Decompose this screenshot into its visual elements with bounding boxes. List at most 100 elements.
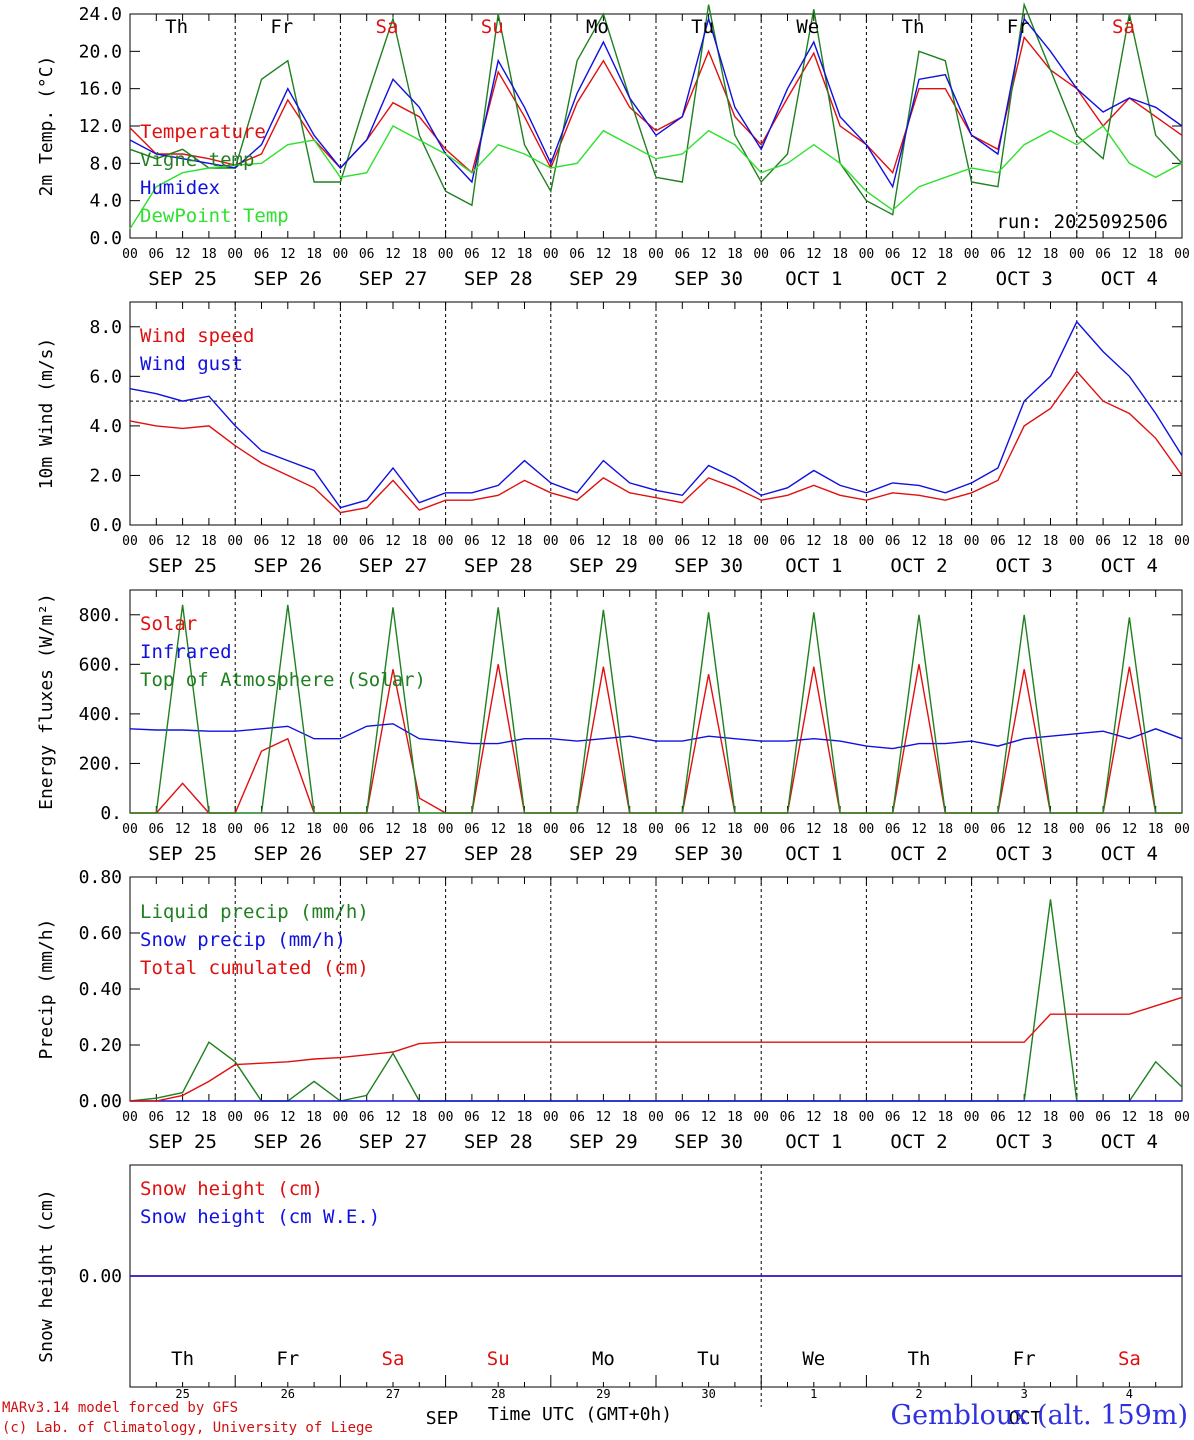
precip-series-2: [130, 996, 1183, 1102]
energy-hour-label: 12: [701, 822, 717, 837]
snow-day-number: 30: [701, 1387, 715, 1401]
precip-hour-label: 00: [122, 1110, 138, 1125]
temperature-date-label: SEP 26: [253, 268, 322, 290]
energy-hour-label: 12: [385, 822, 401, 837]
energy-hour-label: 00: [227, 822, 243, 837]
wind-date-label: SEP 29: [569, 555, 638, 577]
energy-hour-label: 00: [122, 822, 138, 837]
temperature-hour-label: 12: [490, 247, 506, 262]
energy-hour-label: 00: [964, 822, 980, 837]
wind-hour-label: 12: [175, 534, 191, 549]
wind-hour-label: 00: [964, 534, 980, 549]
wind-legend-1: Wind gust: [140, 353, 243, 375]
wind-hour-label: 18: [411, 534, 427, 549]
wind-date-label: SEP 27: [359, 555, 428, 577]
wind-hour-label: 12: [1122, 534, 1138, 549]
wind-series-1: [129, 320, 1183, 509]
credit-model: MARv3.14 model forced by GFS: [2, 1400, 239, 1416]
temperature-date-label: OCT 1: [785, 268, 842, 290]
energy-hour-label: 06: [359, 822, 375, 837]
precip-ytick-label: 0.60: [79, 923, 122, 944]
temperature-ytick-label: 16.0: [79, 79, 122, 100]
energy-hour-label: 12: [911, 822, 927, 837]
wind-hour-label: 00: [648, 534, 664, 549]
snow-day-number: 3: [1021, 1387, 1028, 1401]
precip-ytick-label: 0.40: [79, 979, 122, 1000]
temperature-hour-label: 00: [648, 247, 664, 262]
precip-date-label: SEP 28: [464, 1131, 533, 1153]
snow-day-name: Sa: [382, 1348, 405, 1370]
precip-date-label: OCT 1: [785, 1131, 842, 1153]
run-label: run: 2025092506: [996, 211, 1168, 233]
energy-date-label: SEP 30: [674, 843, 743, 865]
temperature-hour-label: 06: [464, 247, 480, 262]
temp-day-name: We: [796, 16, 819, 38]
temperature-date-label: OCT 2: [890, 268, 947, 290]
precip-date-label: SEP 26: [253, 1131, 322, 1153]
snow-legend-1: Snow height (cm W.E.): [140, 1206, 380, 1228]
energy-ytick-label: 200.: [79, 753, 122, 774]
energy-frame: [129, 589, 1183, 814]
wind-hour-label: 12: [701, 534, 717, 549]
precip-legend-2: Total cumulated (cm): [140, 957, 369, 979]
temperature-hour-label: 12: [280, 247, 296, 262]
precip-hour-label: 06: [674, 1110, 690, 1125]
energy-hour-label: 06: [254, 822, 270, 837]
precip-ytick-label: 0.20: [79, 1035, 122, 1056]
temperature-hour-label: 18: [411, 247, 427, 262]
energy-hour-label: 12: [175, 822, 191, 837]
energy-hour-label: 12: [1016, 822, 1032, 837]
temperature-ytick-label: 0.0: [89, 228, 122, 249]
energy-series-2: [130, 604, 1182, 814]
energy-ytick-label: 400.: [79, 704, 122, 725]
temp-day-name: Sa: [376, 16, 399, 38]
wind-date-label: OCT 4: [1101, 555, 1158, 577]
energy-hour-label: 12: [490, 822, 506, 837]
temperature-date-label: SEP 25: [148, 268, 217, 290]
wind-hour-label: 18: [1043, 534, 1059, 549]
energy-ytick-label: 600.: [79, 654, 122, 675]
wind-ytick-label: 0.0: [89, 515, 122, 536]
precip-hour-label: 12: [1016, 1110, 1032, 1125]
temp-day-name: Su: [481, 16, 504, 38]
temperature-hour-label: 00: [964, 247, 980, 262]
energy-hour-label: 00: [438, 822, 454, 837]
wind-hour-label: 12: [596, 534, 612, 549]
precip-date-label: SEP 25: [148, 1131, 217, 1153]
temperature-hour-label: 12: [596, 247, 612, 262]
energy-hour-label: 06: [674, 822, 690, 837]
temperature-hour-label: 00: [753, 247, 769, 262]
snow-ylabel: Snow height (cm): [36, 1189, 57, 1362]
precip-ytick-label: 0.80: [79, 867, 122, 888]
precip-hour-label: 18: [832, 1110, 848, 1125]
snow-day-number: 27: [386, 1387, 400, 1401]
temp-day-name: Fr: [270, 16, 293, 38]
energy-hour-label: 18: [727, 822, 743, 837]
precip-date-label: OCT 4: [1101, 1131, 1158, 1153]
temperature-hour-label: 12: [701, 247, 717, 262]
precip-legend-0: Liquid precip (mm/h): [140, 901, 369, 923]
temperature-date-label: OCT 3: [996, 268, 1053, 290]
temperature-ytick-label: 4.0: [89, 191, 122, 212]
precip-hour-label: 06: [148, 1110, 164, 1125]
precip-hour-label: 18: [1043, 1110, 1059, 1125]
temperature-series-3: [129, 125, 1183, 230]
energy-date-label: SEP 29: [569, 843, 638, 865]
energy-date-label: SEP 26: [253, 843, 322, 865]
temperature-legend-0: Temperature: [140, 121, 266, 143]
wind-hour-label: 00: [859, 534, 875, 549]
x-axis-title: Time UTC (GMT+0h): [487, 1404, 673, 1425]
precip-date-label: SEP 29: [569, 1131, 638, 1153]
temperature-ylabel: 2m Temp. (°C): [36, 56, 57, 197]
precip-hour-label: 00: [648, 1110, 664, 1125]
wind-hour-label: 00: [122, 534, 138, 549]
wind-date-label: SEP 28: [464, 555, 533, 577]
precip-hour-label: 12: [280, 1110, 296, 1125]
energy-hour-label: 18: [622, 822, 638, 837]
station-name: Gembloux (alt. 159m): [890, 1400, 1188, 1431]
temperature-hour-label: 06: [674, 247, 690, 262]
precip-hour-label: 00: [859, 1110, 875, 1125]
wind-legend-0: Wind speed: [140, 325, 254, 347]
temperature-ytick-label: 8.0: [89, 153, 122, 174]
wind-hour-label: 00: [1174, 534, 1190, 549]
